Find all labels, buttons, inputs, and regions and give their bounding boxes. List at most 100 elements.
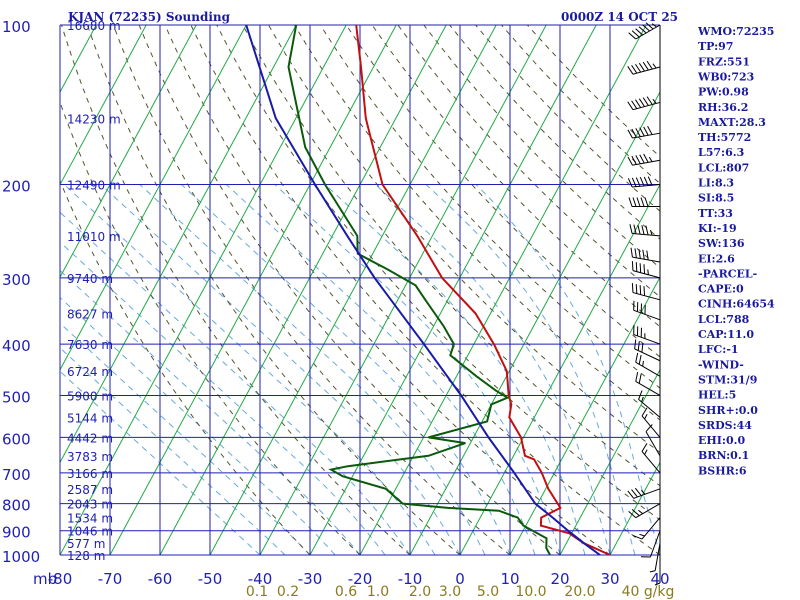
moist-adiabat	[139, 184, 486, 555]
wind-barb-flag	[638, 98, 645, 107]
wind-barb	[641, 407, 661, 438]
wind-barb-flag	[639, 263, 642, 273]
mixing-ratio-label: 40 g/kg	[622, 584, 675, 600]
index-value: HEL:5	[698, 389, 736, 402]
series-temperature	[355, 25, 611, 555]
dry-adiabat	[164, 25, 611, 555]
moist-adiabat	[60, 370, 261, 555]
wind-barb	[628, 197, 660, 207]
pressure-tick-label: 500	[2, 388, 31, 406]
index-value: FRZ:551	[698, 55, 750, 68]
dry-adiabat	[60, 100, 361, 555]
wind-barb-flag	[643, 126, 649, 136]
wind-barb-flag	[642, 249, 645, 260]
wind-barb	[638, 390, 661, 418]
wind-barb-flag	[641, 443, 648, 452]
height-label: 5144 m	[67, 411, 113, 425]
index-value: -PARCEL-	[698, 267, 757, 280]
wind-barb-flag	[635, 99, 642, 108]
index-value: LI:8.3	[698, 177, 734, 190]
temperature-tick-label: 20	[550, 570, 569, 588]
wind-barb-flag	[637, 341, 640, 351]
isotherm	[609, 461, 660, 555]
height-label: 3783 m	[67, 450, 113, 464]
wind-barb-flag	[627, 66, 634, 75]
temperature-tick-label: -70	[98, 570, 123, 588]
wind-barb-half-flag	[639, 533, 645, 537]
height-label: 14230 m	[67, 112, 121, 126]
wind-barb-staff	[632, 66, 661, 75]
dry-adiabat	[526, 25, 660, 158]
wind-barb-flag	[642, 24, 650, 32]
wind-barb	[635, 352, 661, 377]
dry-adiabat	[397, 25, 660, 298]
height-label: 5900 m	[67, 389, 113, 403]
index-value: CAP:11.0	[698, 328, 754, 341]
isotherm	[209, 25, 497, 555]
wind-barb	[627, 176, 661, 188]
series-dewpoint	[287, 25, 551, 555]
wind-barb-flag	[646, 60, 653, 70]
wind-barb	[654, 555, 661, 586]
wind-barb-flag	[635, 155, 641, 165]
series-layer	[245, 25, 611, 555]
height-label: 1046 m	[67, 525, 113, 539]
height-label: 7630 m	[67, 338, 113, 352]
wind-barb-half-flag	[641, 396, 644, 403]
temperature-tick-label: -40	[248, 570, 273, 588]
wind-barb-flag	[646, 96, 653, 105]
wind-barb-flag	[642, 97, 649, 106]
index-value: TP:97	[698, 40, 733, 53]
moist-adiabat	[60, 241, 386, 555]
index-value: RH:36.2	[698, 101, 748, 114]
wind-barb-flag	[633, 224, 637, 234]
temperature-tick-label: -10	[398, 570, 423, 588]
moist-adiabat	[475, 184, 660, 555]
wind-barb-flag	[638, 249, 641, 259]
wind-barb-flag	[634, 339, 637, 349]
index-value: EHI:0.0	[698, 434, 745, 447]
wind-barb-flag	[631, 155, 637, 165]
wind-barb-flag	[641, 342, 644, 353]
index-value: WMO:72235	[697, 25, 774, 38]
wind-barb-flag	[639, 154, 645, 164]
wind-barb-flag	[627, 129, 633, 139]
wind-barb-half-flag	[649, 229, 653, 236]
height-label: 2587 m	[67, 483, 113, 497]
height-label: 9740 m	[67, 272, 113, 286]
wind-barb-flag	[643, 153, 649, 163]
index-value: LCL:807	[698, 161, 749, 174]
wind-barb	[640, 530, 661, 558]
wind-barb-staff	[632, 270, 661, 279]
wind-barb-flag	[632, 197, 637, 207]
wind-barb-staff	[635, 24, 661, 40]
wind-barb-staff	[633, 334, 661, 345]
wind-barbs	[627, 22, 661, 586]
wind-barb-flag	[631, 30, 640, 38]
dry-adiabat	[61, 25, 411, 555]
wind-barb-flag	[628, 510, 637, 519]
wind-barb-flag	[639, 127, 645, 137]
index-value: PW:0.98	[698, 86, 749, 99]
wind-barb-staff	[641, 517, 661, 540]
index-value: STM:31/9	[698, 373, 757, 386]
wind-barb-flag	[645, 22, 654, 30]
wind-barb	[635, 372, 661, 396]
wind-barb-flag	[631, 100, 638, 109]
wind-barb-half-flag	[648, 156, 653, 162]
dry-adiabat	[60, 179, 311, 555]
wind-barb-flag	[637, 224, 641, 235]
moist-adiabat	[181, 184, 511, 555]
isotherm	[509, 276, 660, 555]
wind-barb-flag	[643, 286, 646, 296]
wind-barb-staff	[632, 256, 661, 263]
dry-adiabat	[112, 25, 511, 555]
moist-adiabat	[60, 347, 286, 555]
temperature-tick-label: -60	[148, 570, 173, 588]
mixing-ratio-label: 1.0	[367, 584, 389, 600]
wind-barb	[627, 96, 661, 111]
wind-barb-flag	[643, 176, 649, 186]
wind-barb-half-flag	[652, 98, 657, 104]
wind-barb-staff	[641, 451, 661, 474]
